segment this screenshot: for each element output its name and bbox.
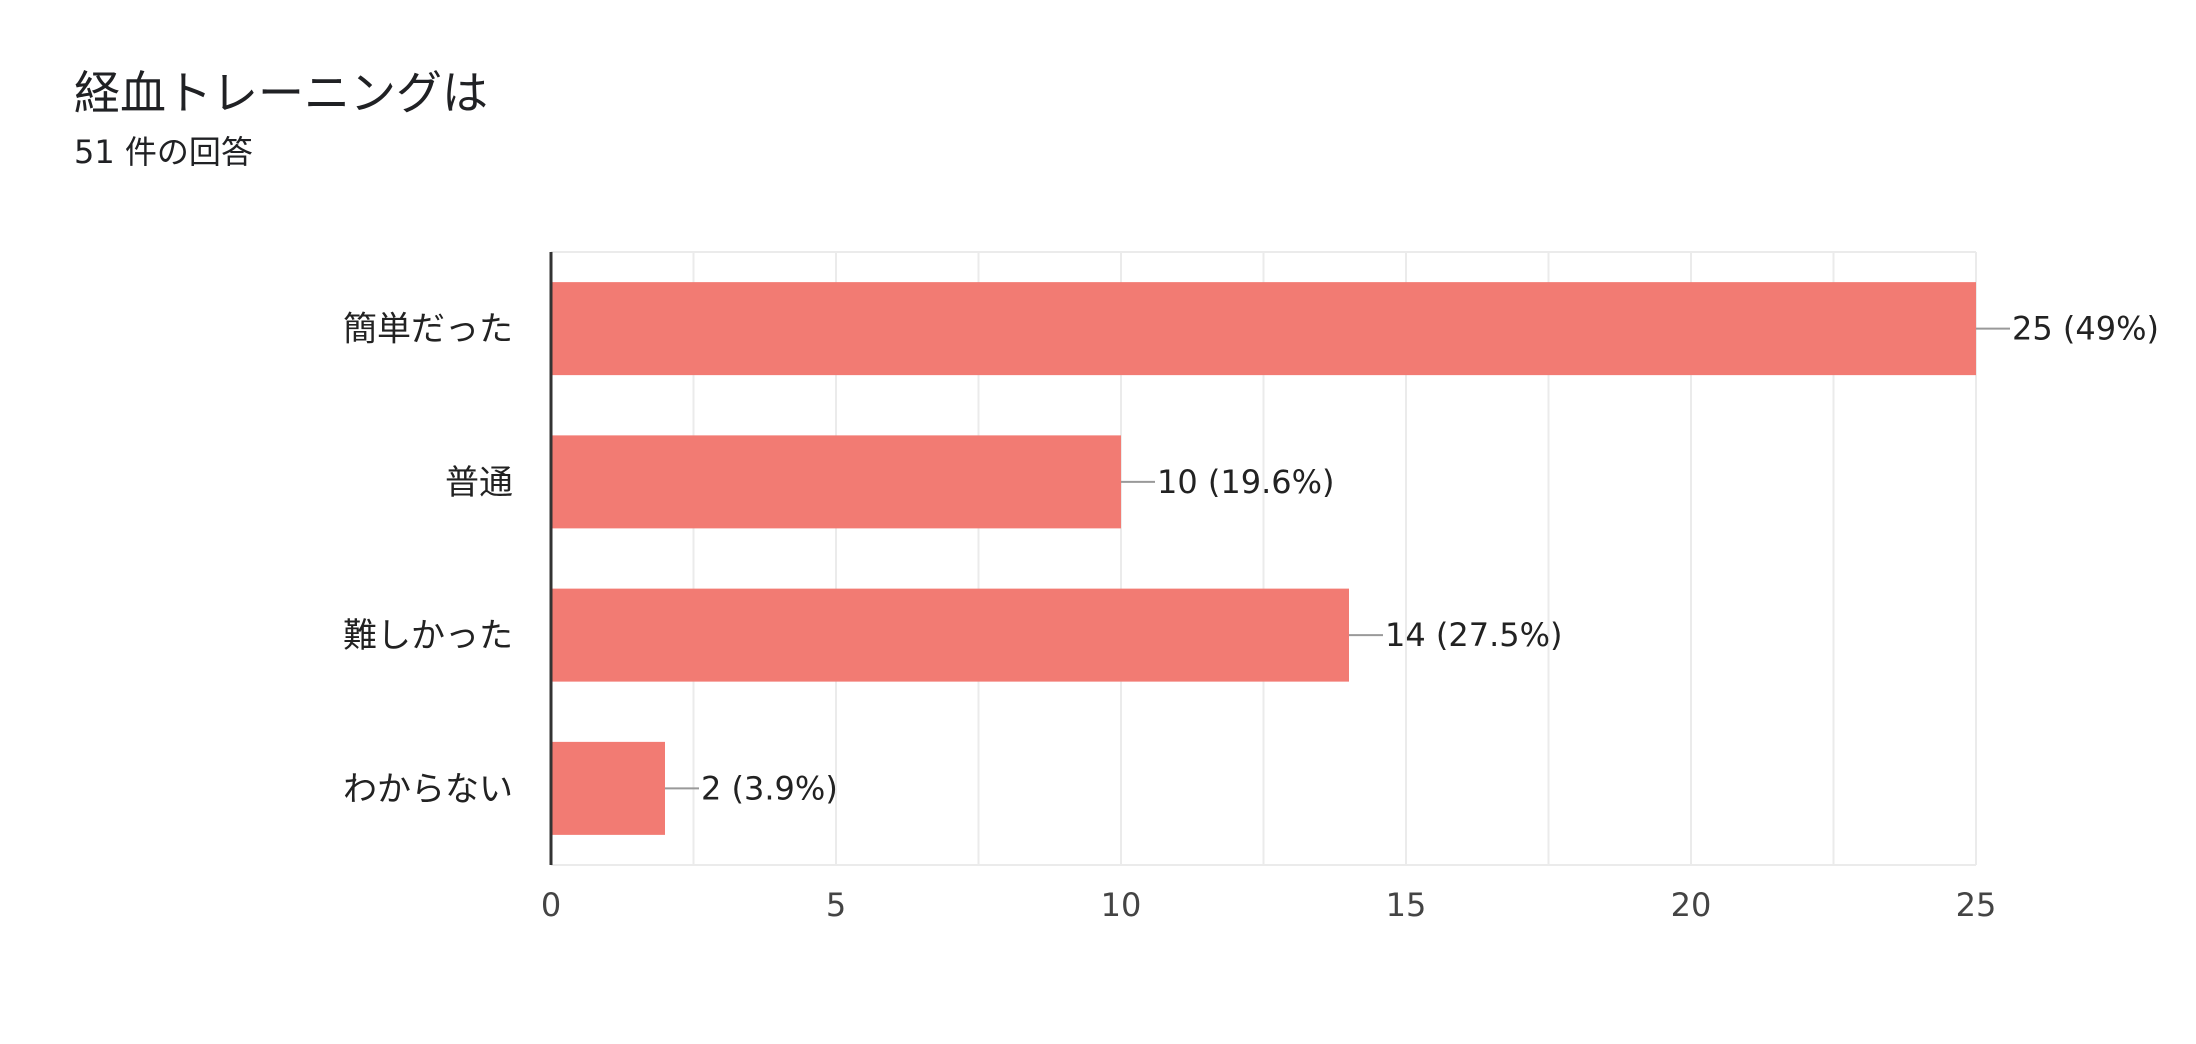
response-count: 51 件の回答: [74, 133, 253, 172]
bar: [551, 741, 665, 835]
data-label: 25 (49%): [2012, 310, 2159, 348]
category-label: 簡単だった: [343, 310, 513, 350]
chart-header: 経血トレーニングは 51 件の回答: [74, 66, 488, 172]
x-tick-label: 15: [1386, 886, 1427, 924]
category-label: わからない: [343, 769, 513, 809]
x-tick-label: 0: [541, 886, 561, 924]
data-label: 10 (19.6%): [1157, 463, 1335, 501]
x-tick-label: 25: [1956, 886, 1997, 924]
bar: [551, 435, 1121, 529]
chart-title: 経血トレーニングは: [74, 66, 488, 120]
category-label: 普通: [445, 463, 513, 503]
category-label: 難しかった: [343, 616, 513, 656]
x-tick-label: 10: [1101, 886, 1142, 924]
bar: [551, 588, 1349, 682]
bar: [551, 282, 1976, 376]
data-label: 14 (27.5%): [1385, 616, 1563, 654]
x-tick-label: 5: [826, 886, 846, 924]
data-label: 2 (3.9%): [701, 769, 838, 807]
x-tick-label: 20: [1671, 886, 1712, 924]
